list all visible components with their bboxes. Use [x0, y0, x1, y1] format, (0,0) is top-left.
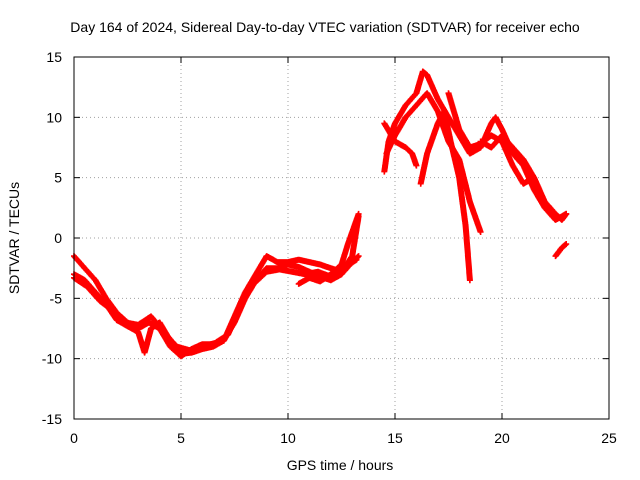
grid-lines — [74, 57, 609, 419]
x-tick-label: 20 — [494, 430, 510, 446]
series-trace-g — [381, 120, 420, 169]
series-trace-a — [71, 213, 362, 360]
y-tick-label: 0 — [54, 230, 62, 246]
series-trace-j — [477, 132, 570, 223]
series-trace-h — [417, 108, 473, 284]
y-tick-label: -10 — [42, 351, 62, 367]
y-axis-label: SDTVAR / TECUs — [6, 182, 22, 294]
x-tick-label: 25 — [601, 430, 617, 446]
x-tick-label: 15 — [387, 430, 403, 446]
y-tick-label: -5 — [50, 290, 63, 306]
series-trace-f — [383, 90, 484, 235]
chart-title: Day 164 of 2024, Sidereal Day-to-day VTE… — [70, 19, 580, 35]
data-point-markers — [552, 241, 570, 260]
y-tick-label: 10 — [46, 109, 62, 125]
x-axis-label: GPS time / hours — [287, 457, 394, 473]
x-tick-label: 5 — [177, 430, 185, 446]
y-tick-label: -15 — [42, 411, 62, 427]
axis-ticks: 0 5 10 15 20 25 -15 -10 -5 0 5 10 15 — [42, 49, 617, 446]
series-trace-d — [295, 210, 362, 287]
y-tick-label: 15 — [46, 49, 62, 65]
x-tick-label: 10 — [280, 430, 296, 446]
data-point-markers — [381, 120, 420, 169]
data-point-markers — [477, 132, 570, 223]
data-point-markers — [381, 68, 570, 223]
data-point-markers — [71, 256, 360, 354]
data-point-markers — [417, 108, 473, 284]
y-tick-label: 5 — [54, 170, 62, 186]
series-trace-c — [71, 256, 360, 354]
series-trace-k — [552, 241, 570, 260]
series-trace-e — [381, 68, 570, 223]
data-markers — [71, 68, 570, 360]
data-point-markers — [383, 90, 484, 235]
data-point-markers — [71, 213, 362, 360]
data-point-markers — [295, 210, 362, 287]
x-tick-label: 0 — [70, 430, 78, 446]
